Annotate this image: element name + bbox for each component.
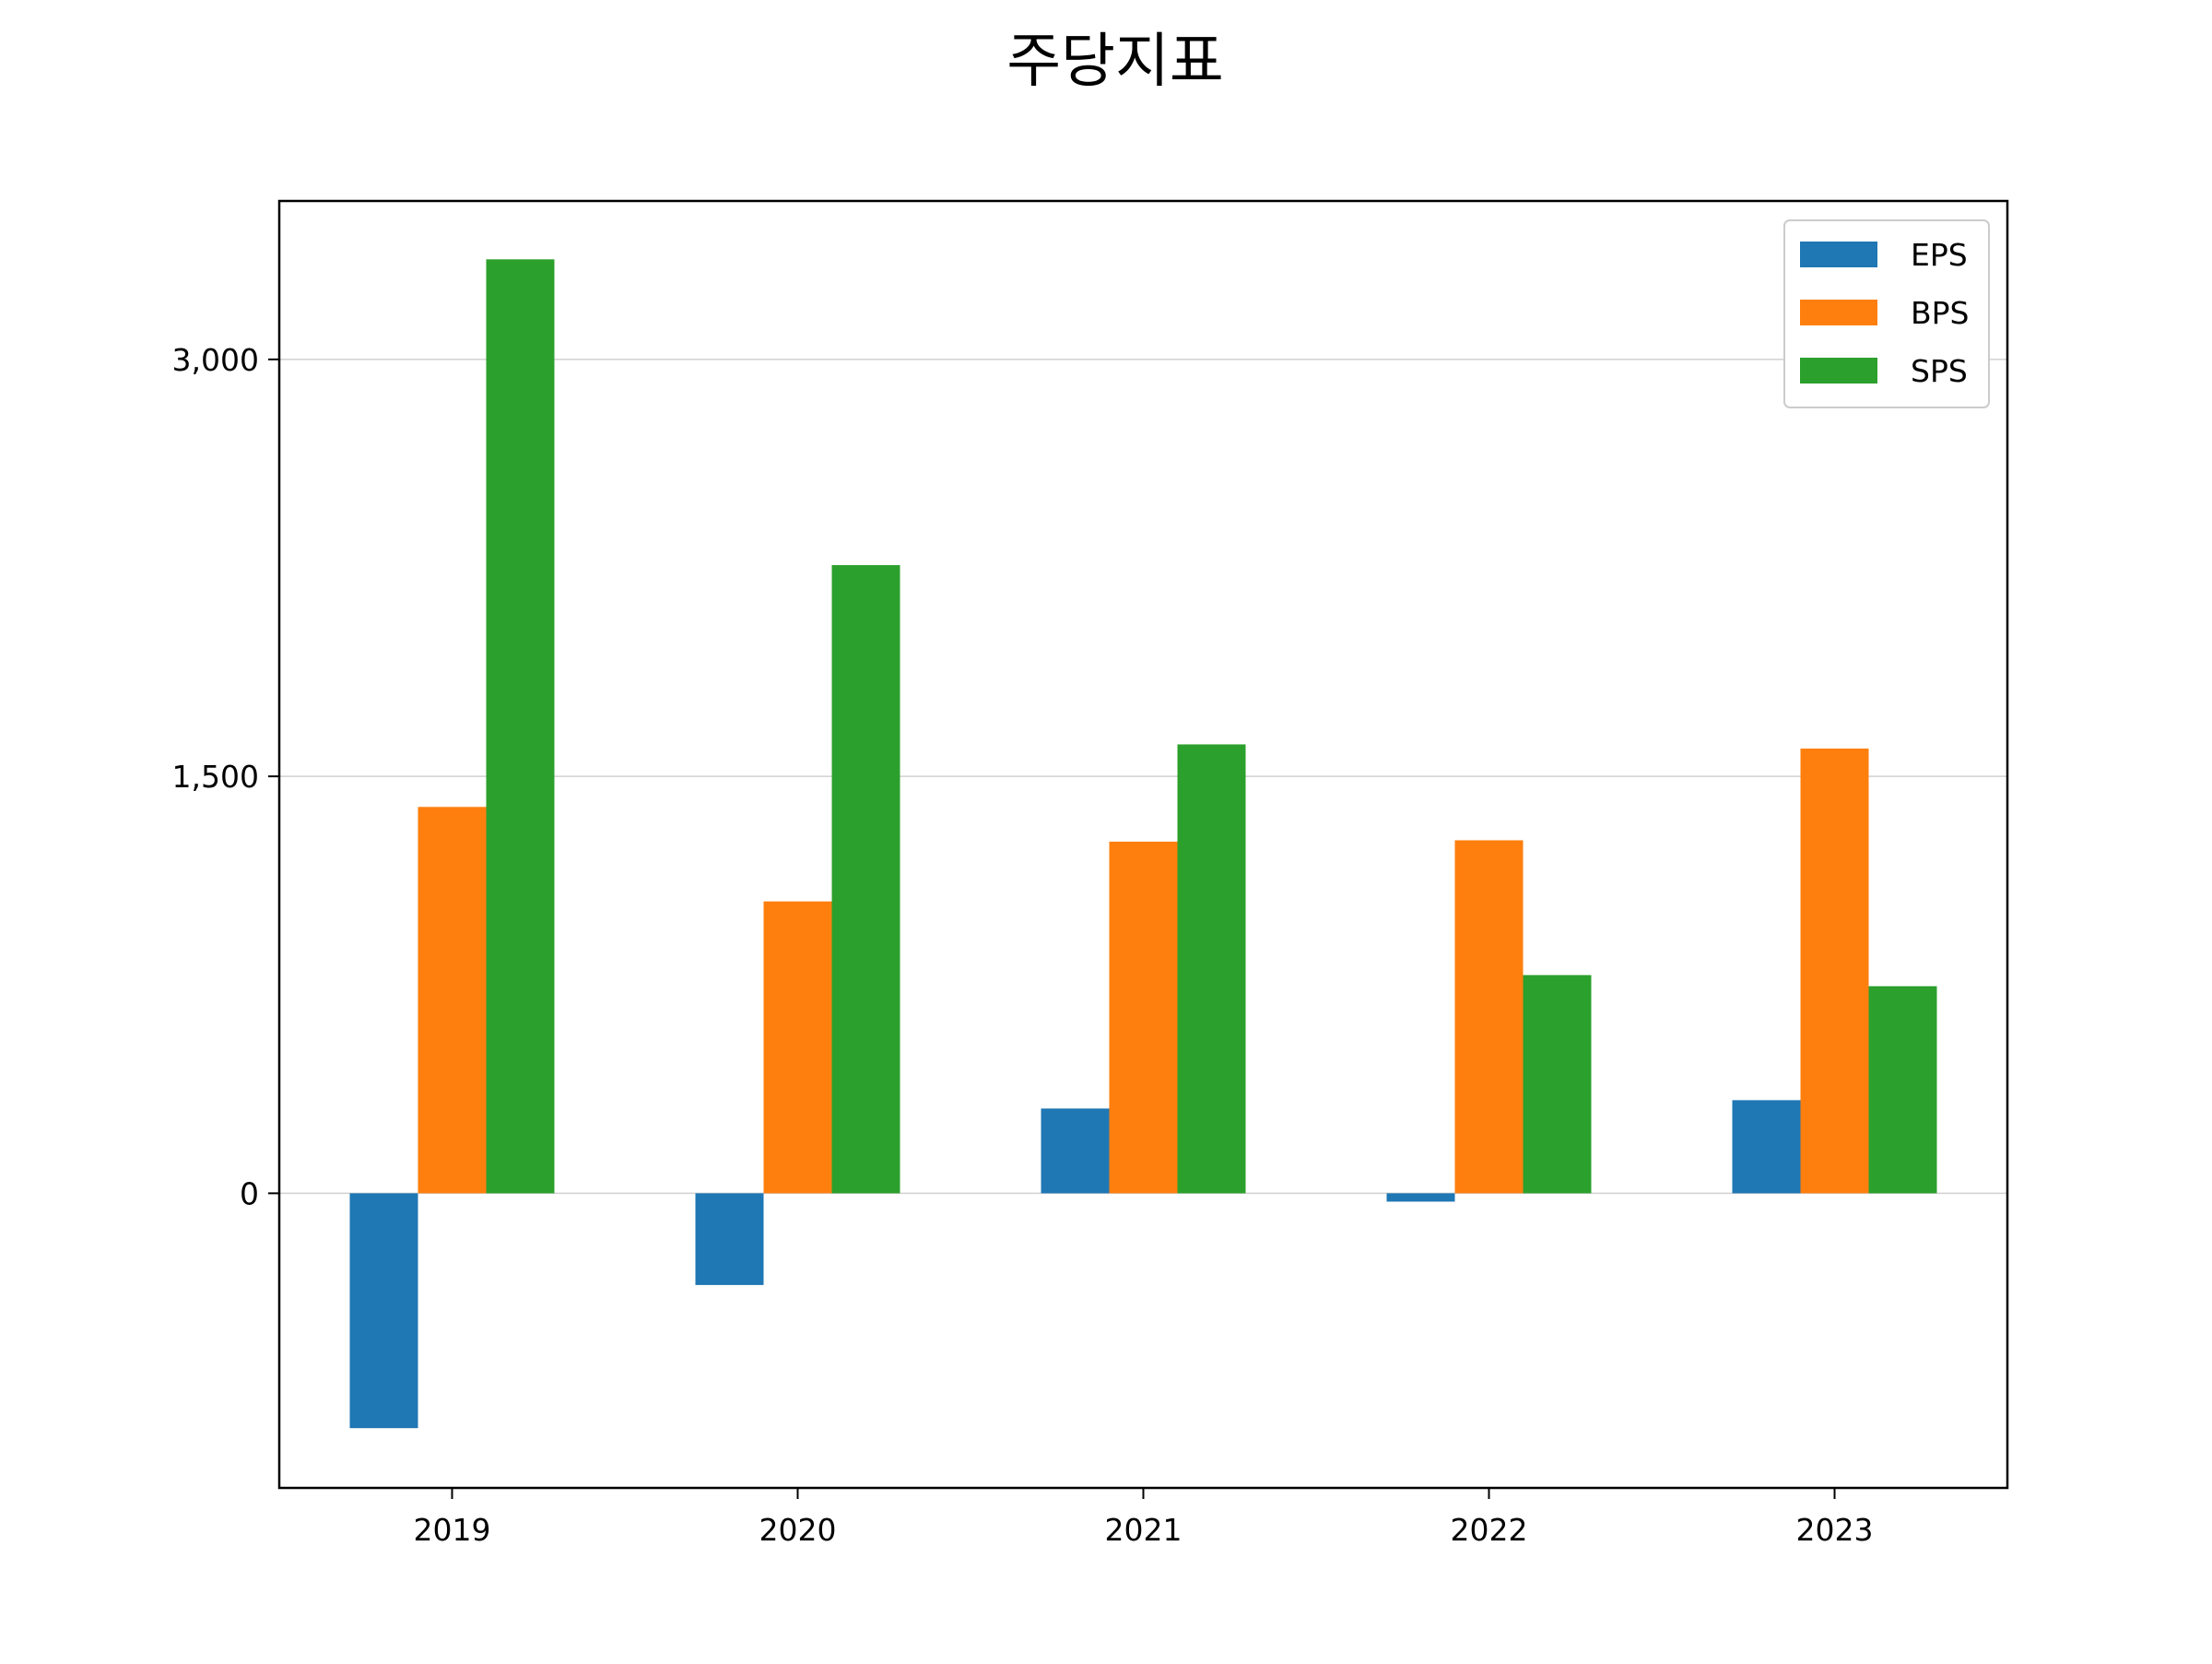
bar-sps-2022	[1523, 974, 1592, 1194]
legend-swatch-sps	[1800, 358, 1877, 384]
x-tick-label: 2023	[1796, 1512, 1874, 1548]
legend-label-sps: SPS	[1911, 353, 1968, 389]
bar-sps-2021	[1177, 744, 1246, 1194]
bar-eps-2021	[1041, 1108, 1110, 1194]
chart-title: 주당지표	[1006, 28, 1224, 96]
bar-bps-2022	[1454, 840, 1524, 1194]
y-tick-label: 0	[240, 1175, 259, 1211]
legend-label-bps: BPS	[1911, 295, 1970, 331]
y-tick-label: 1,500	[172, 759, 259, 795]
bar-bps-2019	[418, 807, 487, 1194]
legend-swatch-eps	[1800, 242, 1877, 267]
bar-eps-2023	[1732, 1100, 1801, 1194]
bar-bps-2023	[1800, 748, 1869, 1194]
bar-eps-2022	[1386, 1193, 1455, 1202]
bar-sps-2023	[1868, 985, 1937, 1194]
x-tick-label: 2022	[1451, 1512, 1528, 1548]
x-tick-label: 2020	[759, 1512, 837, 1548]
bar-sps-2019	[486, 259, 555, 1194]
legend: EPS BPS SPS	[1783, 219, 1990, 408]
y-axis: 0 1,500 3,000	[172, 342, 279, 1211]
legend-label-eps: EPS	[1911, 237, 1968, 273]
bar-bps-2020	[763, 901, 832, 1194]
bar-eps-2019	[349, 1193, 418, 1429]
x-tick-label: 2021	[1105, 1512, 1182, 1548]
bars	[349, 259, 1937, 1429]
x-tick-label: 2019	[414, 1512, 491, 1548]
bar-eps-2020	[695, 1193, 764, 1285]
x-axis: 2019 2020 2021 2022 2023	[414, 1488, 1874, 1548]
bar-bps-2021	[1109, 841, 1178, 1194]
y-tick-label: 3,000	[172, 342, 259, 378]
bar-sps-2020	[831, 564, 900, 1194]
legend-swatch-bps	[1800, 300, 1877, 325]
